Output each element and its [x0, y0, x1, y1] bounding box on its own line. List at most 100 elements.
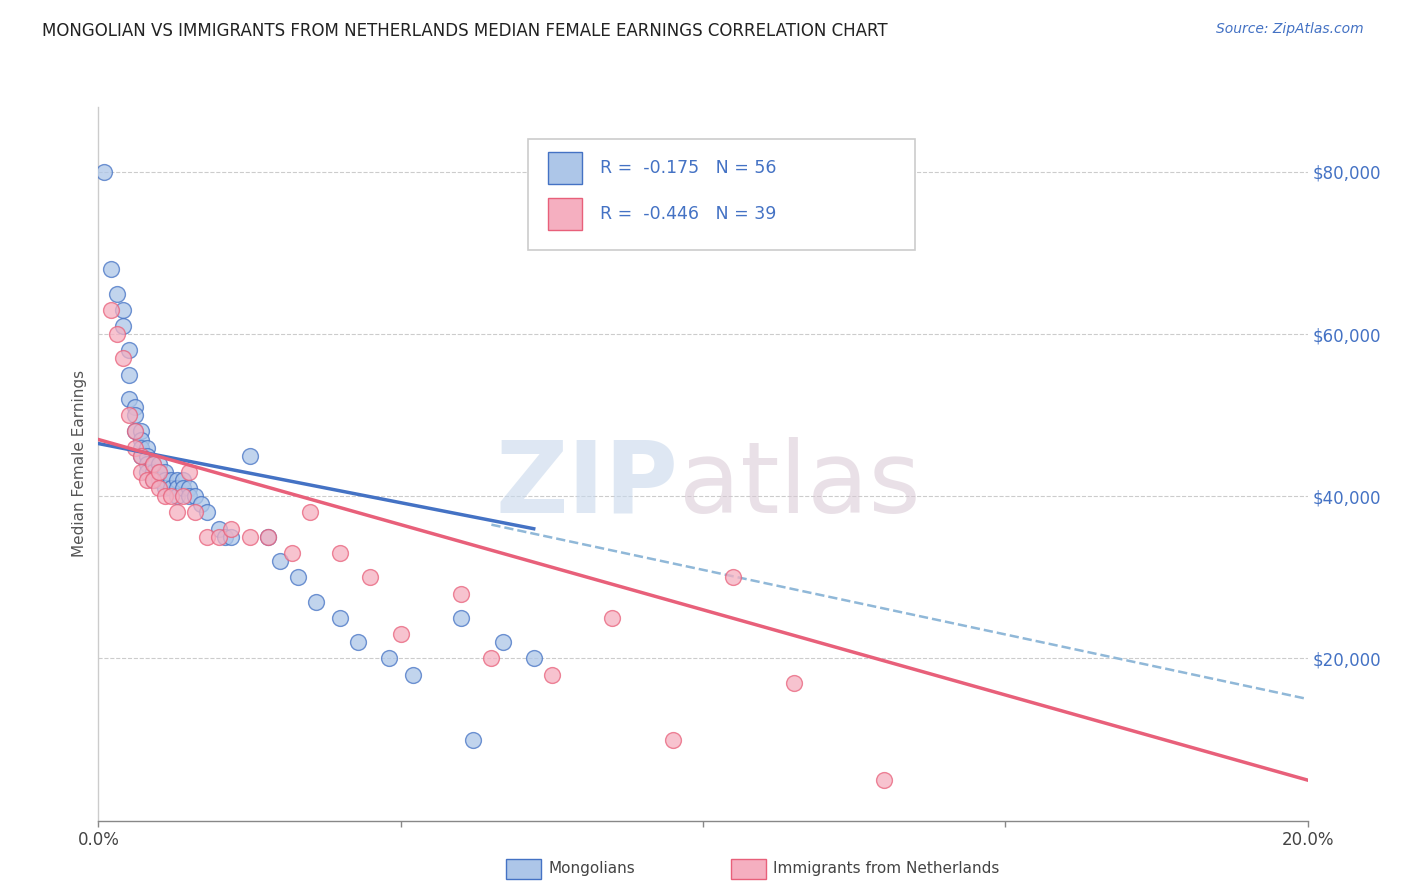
Point [148, 457, 170, 471]
Point [214, 530, 236, 544]
Point [523, 651, 546, 665]
Bar [548, 152, 582, 184]
Point [463, 732, 485, 747]
Point [129, 449, 152, 463]
Point [148, 481, 170, 495]
Point [166, 473, 188, 487]
Point [256, 530, 278, 544]
Point [281, 546, 304, 560]
Point [166, 506, 188, 520]
Point [124, 425, 146, 439]
Point [153, 481, 176, 495]
Point [450, 586, 472, 600]
Text: Source: ZipAtlas.com: Source: ZipAtlas.com [1216, 22, 1364, 37]
Point [142, 457, 165, 471]
Point [195, 530, 218, 544]
Point [160, 489, 183, 503]
Point [329, 611, 352, 625]
Point [135, 441, 157, 455]
Point [166, 481, 188, 495]
Point [135, 473, 157, 487]
Point [100, 302, 122, 317]
Point [118, 408, 141, 422]
Point [135, 449, 157, 463]
Point [129, 449, 152, 463]
Point [221, 522, 243, 536]
Point [129, 425, 152, 439]
Text: R =  -0.175   N = 56: R = -0.175 N = 56 [600, 159, 776, 177]
Point [184, 506, 207, 520]
Point [540, 667, 562, 681]
Point [492, 635, 515, 649]
Point [208, 522, 231, 536]
FancyBboxPatch shape [527, 139, 915, 250]
Point [179, 481, 201, 495]
Text: Mongolians: Mongolians [548, 862, 636, 876]
Bar [548, 198, 582, 230]
Text: MONGOLIAN VS IMMIGRANTS FROM NETHERLANDS MEDIAN FEMALE EARNINGS CORRELATION CHAR: MONGOLIAN VS IMMIGRANTS FROM NETHERLANDS… [42, 22, 887, 40]
Point [347, 635, 370, 649]
Point [179, 465, 201, 479]
Text: R =  -0.446   N = 39: R = -0.446 N = 39 [600, 205, 776, 223]
Point [783, 675, 806, 690]
Text: atlas: atlas [679, 437, 921, 533]
Point [221, 530, 243, 544]
Point [299, 506, 322, 520]
Point [129, 441, 152, 455]
Point [111, 318, 134, 333]
Text: ZIP: ZIP [496, 437, 679, 533]
Point [172, 489, 194, 503]
Point [118, 392, 141, 406]
Point [135, 457, 157, 471]
Point [208, 530, 231, 544]
Point [105, 286, 128, 301]
Point [118, 343, 141, 358]
Point [124, 408, 146, 422]
Point [377, 651, 399, 665]
Point [142, 465, 165, 479]
Point [190, 497, 212, 511]
Point [160, 473, 183, 487]
Point [723, 570, 745, 584]
Point [239, 449, 262, 463]
Point [287, 570, 309, 584]
Point [450, 611, 472, 625]
Point [100, 262, 122, 277]
Point [93, 165, 115, 179]
Point [402, 667, 425, 681]
Point [129, 433, 152, 447]
Point [195, 506, 218, 520]
Point [662, 732, 685, 747]
Text: Immigrants from Netherlands: Immigrants from Netherlands [773, 862, 1000, 876]
Point [184, 489, 207, 503]
Point [153, 489, 176, 503]
Point [873, 773, 896, 788]
Point [148, 465, 170, 479]
Point [142, 473, 165, 487]
Point [111, 351, 134, 366]
Point [172, 473, 194, 487]
Point [602, 611, 624, 625]
Point [135, 465, 157, 479]
Point [256, 530, 278, 544]
Point [142, 457, 165, 471]
Point [142, 473, 165, 487]
Point [124, 400, 146, 414]
Point [148, 473, 170, 487]
Point [118, 368, 141, 382]
Point [239, 530, 262, 544]
Point [153, 465, 176, 479]
Point [329, 546, 352, 560]
Point [160, 481, 183, 495]
Point [172, 481, 194, 495]
Point [153, 473, 176, 487]
Point [166, 489, 188, 503]
Point [105, 327, 128, 342]
Point [481, 651, 503, 665]
Point [124, 425, 146, 439]
Point [111, 302, 134, 317]
Point [179, 489, 201, 503]
Point [389, 627, 412, 641]
Point [269, 554, 291, 568]
Point [305, 595, 328, 609]
